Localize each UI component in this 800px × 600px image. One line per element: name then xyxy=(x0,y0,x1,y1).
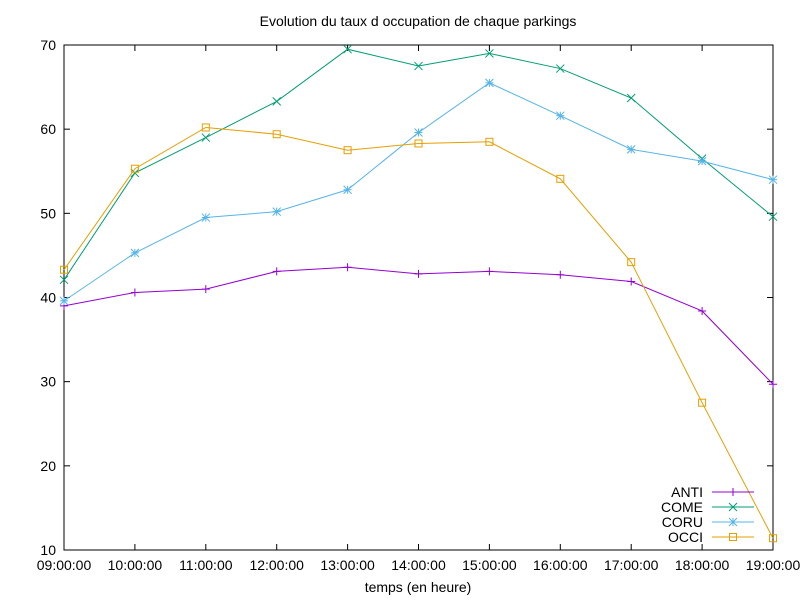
data-point-marker xyxy=(272,130,281,139)
data-point-marker xyxy=(272,97,282,106)
chart-title: Evolution du taux d occupation de chaque… xyxy=(260,13,577,29)
data-point-marker xyxy=(485,49,494,58)
data-point-marker xyxy=(556,270,565,279)
legend-label: ANTI xyxy=(671,484,703,500)
data-point-marker xyxy=(729,488,737,496)
y-tick-label: 60 xyxy=(40,121,56,137)
data-point-marker xyxy=(555,111,565,121)
data-point-marker xyxy=(272,207,282,217)
series-occi xyxy=(60,123,777,543)
data-point-marker xyxy=(130,164,139,173)
data-point-marker xyxy=(769,380,777,389)
series-come xyxy=(59,44,778,285)
data-point-marker xyxy=(698,398,707,407)
x-tick-label: 13:00:00 xyxy=(320,557,375,573)
data-point-marker xyxy=(414,269,423,278)
x-tick-label: 10:00:00 xyxy=(108,557,163,573)
x-tick-label: 18:00:00 xyxy=(675,557,730,573)
x-tick-label: 17:00:00 xyxy=(604,557,659,573)
x-axis: 09:00:00 10:00:00 11:00:00 12:00:00 13:00:00… xyxy=(37,45,800,573)
legend-label: OCCI xyxy=(668,529,703,545)
data-point-marker xyxy=(626,93,636,103)
data-point-marker xyxy=(729,533,737,541)
data-point-marker xyxy=(626,145,636,154)
data-point-marker xyxy=(768,175,778,185)
data-point-marker xyxy=(343,263,352,272)
data-point-marker xyxy=(130,248,140,258)
data-point-marker xyxy=(485,267,494,276)
data-point-marker xyxy=(556,174,565,183)
data-point-marker xyxy=(59,275,69,285)
data-point-marker xyxy=(728,502,738,512)
series-line xyxy=(63,126,774,539)
data-point-marker xyxy=(201,213,211,222)
y-tick-label: 30 xyxy=(40,374,56,390)
data-point-marker xyxy=(343,185,352,195)
data-point-marker xyxy=(201,285,210,294)
data-point-marker xyxy=(627,277,636,286)
data-point-marker xyxy=(343,44,352,54)
data-point-marker xyxy=(343,146,352,155)
x-tick-label: 12:00:00 xyxy=(249,557,304,573)
data-point-marker xyxy=(414,61,423,71)
data-point-marker xyxy=(555,64,565,73)
y-axis: 10 20 30 40 50 60 70 xyxy=(40,37,773,558)
data-point-marker xyxy=(728,517,738,527)
x-tick-label: 14:00:00 xyxy=(391,557,446,573)
x-tick-label: 09:00:00 xyxy=(37,557,92,573)
data-point-marker xyxy=(414,128,423,137)
y-tick-label: 20 xyxy=(40,458,56,474)
y-tick-label: 40 xyxy=(40,290,56,306)
data-point-marker xyxy=(485,78,494,88)
legend-label: CORU xyxy=(662,514,703,530)
y-tick-label: 70 xyxy=(40,37,56,53)
data-point-marker xyxy=(130,288,139,297)
data-point-marker xyxy=(130,168,140,178)
y-tick-label: 50 xyxy=(40,205,56,221)
legend-label: COME xyxy=(661,499,703,515)
data-point-marker xyxy=(698,306,707,315)
data-point-marker xyxy=(60,265,68,274)
data-point-marker xyxy=(697,156,707,166)
data-point-marker xyxy=(201,123,210,132)
data-point-marker xyxy=(201,133,211,142)
data-point-marker xyxy=(59,296,69,306)
x-tick-label: 11:00:00 xyxy=(179,557,233,573)
data-point-marker xyxy=(414,139,423,148)
series-anti xyxy=(60,263,777,389)
data-point-marker xyxy=(627,258,636,267)
x-tick-label: 15:00:00 xyxy=(462,557,517,573)
data-point-marker xyxy=(485,137,494,146)
x-axis-title: temps (en heure) xyxy=(365,579,472,595)
data-point-marker xyxy=(769,534,777,543)
series-layer xyxy=(59,44,778,543)
y-tick-label: 10 xyxy=(40,542,56,558)
data-point-marker xyxy=(768,212,778,222)
x-tick-label: 16:00:00 xyxy=(533,557,588,573)
data-point-marker xyxy=(272,267,281,276)
x-tick-label: 19:00:00 xyxy=(746,557,800,573)
series-coru xyxy=(59,78,778,306)
